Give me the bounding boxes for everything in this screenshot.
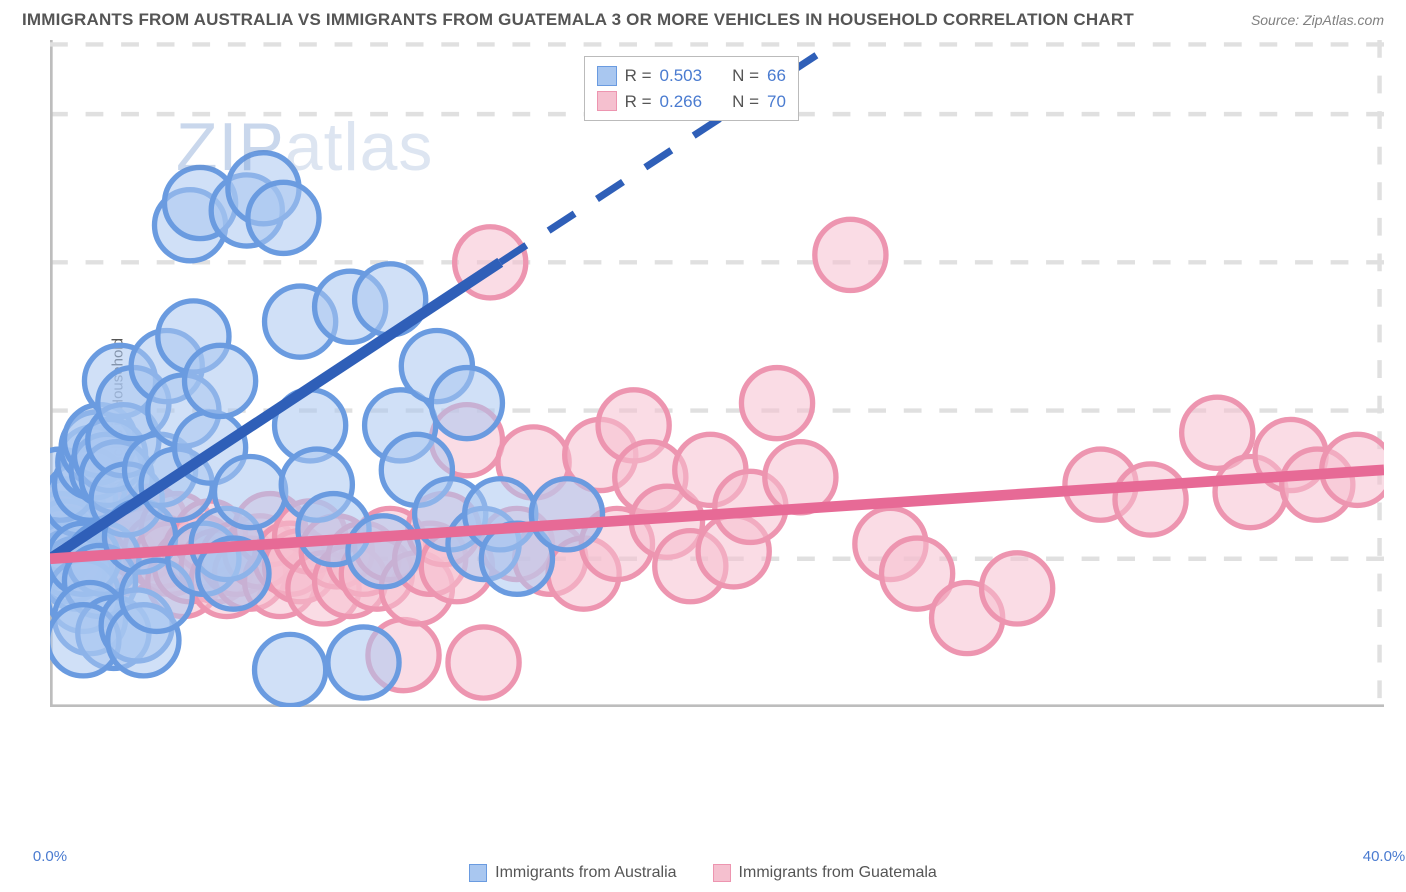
correlation-stats-box: R = 0.503 N = 66 R = 0.266 N = 70 xyxy=(584,56,799,121)
chart-plot-area: R =0.503N =66R =0.266N =70 ZIPatlas 0.0%… xyxy=(50,40,1384,842)
scatter-chart-svg xyxy=(50,40,1384,707)
title-bar: IMMIGRANTS FROM AUSTRALIA VS IMMIGRANTS … xyxy=(0,0,1406,36)
stats-row-australia: R = 0.503 N = 66 xyxy=(597,63,786,89)
legend-label-guatemala: Immigrants from Guatemala xyxy=(739,864,937,882)
legend-swatch-australia xyxy=(469,864,487,882)
stats-n-value: 70 xyxy=(767,89,786,115)
stats-r-value: 0.503 xyxy=(660,63,703,89)
stats-r-label: R = xyxy=(625,63,652,89)
stats-n-label: N = xyxy=(732,63,759,89)
y-tick-labels: 20.0%40.0%60.0%80.0% xyxy=(1394,40,1406,842)
legend-item-guatemala: Immigrants from Guatemala xyxy=(713,864,937,882)
stats-n-label: N = xyxy=(732,89,759,115)
stats-n-value: 66 xyxy=(767,63,786,89)
legend-item-australia: Immigrants from Australia xyxy=(469,864,676,882)
stats-row-guatemala: R = 0.266 N = 70 xyxy=(597,89,786,115)
chart-title: IMMIGRANTS FROM AUSTRALIA VS IMMIGRANTS … xyxy=(22,10,1134,30)
legend-swatch-guatemala xyxy=(713,864,731,882)
legend-label-australia: Immigrants from Australia xyxy=(495,864,676,882)
bottom-legend: Immigrants from Australia Immigrants fro… xyxy=(0,864,1406,882)
source-attribution: Source: ZipAtlas.com xyxy=(1251,12,1384,28)
x-tick-label: 0.0% xyxy=(33,848,67,865)
stats-swatch xyxy=(597,66,617,86)
stats-swatch xyxy=(597,91,617,111)
stats-r-value: 0.266 xyxy=(660,89,703,115)
x-tick-label: 40.0% xyxy=(1363,848,1406,865)
stats-r-label: R = xyxy=(625,89,652,115)
